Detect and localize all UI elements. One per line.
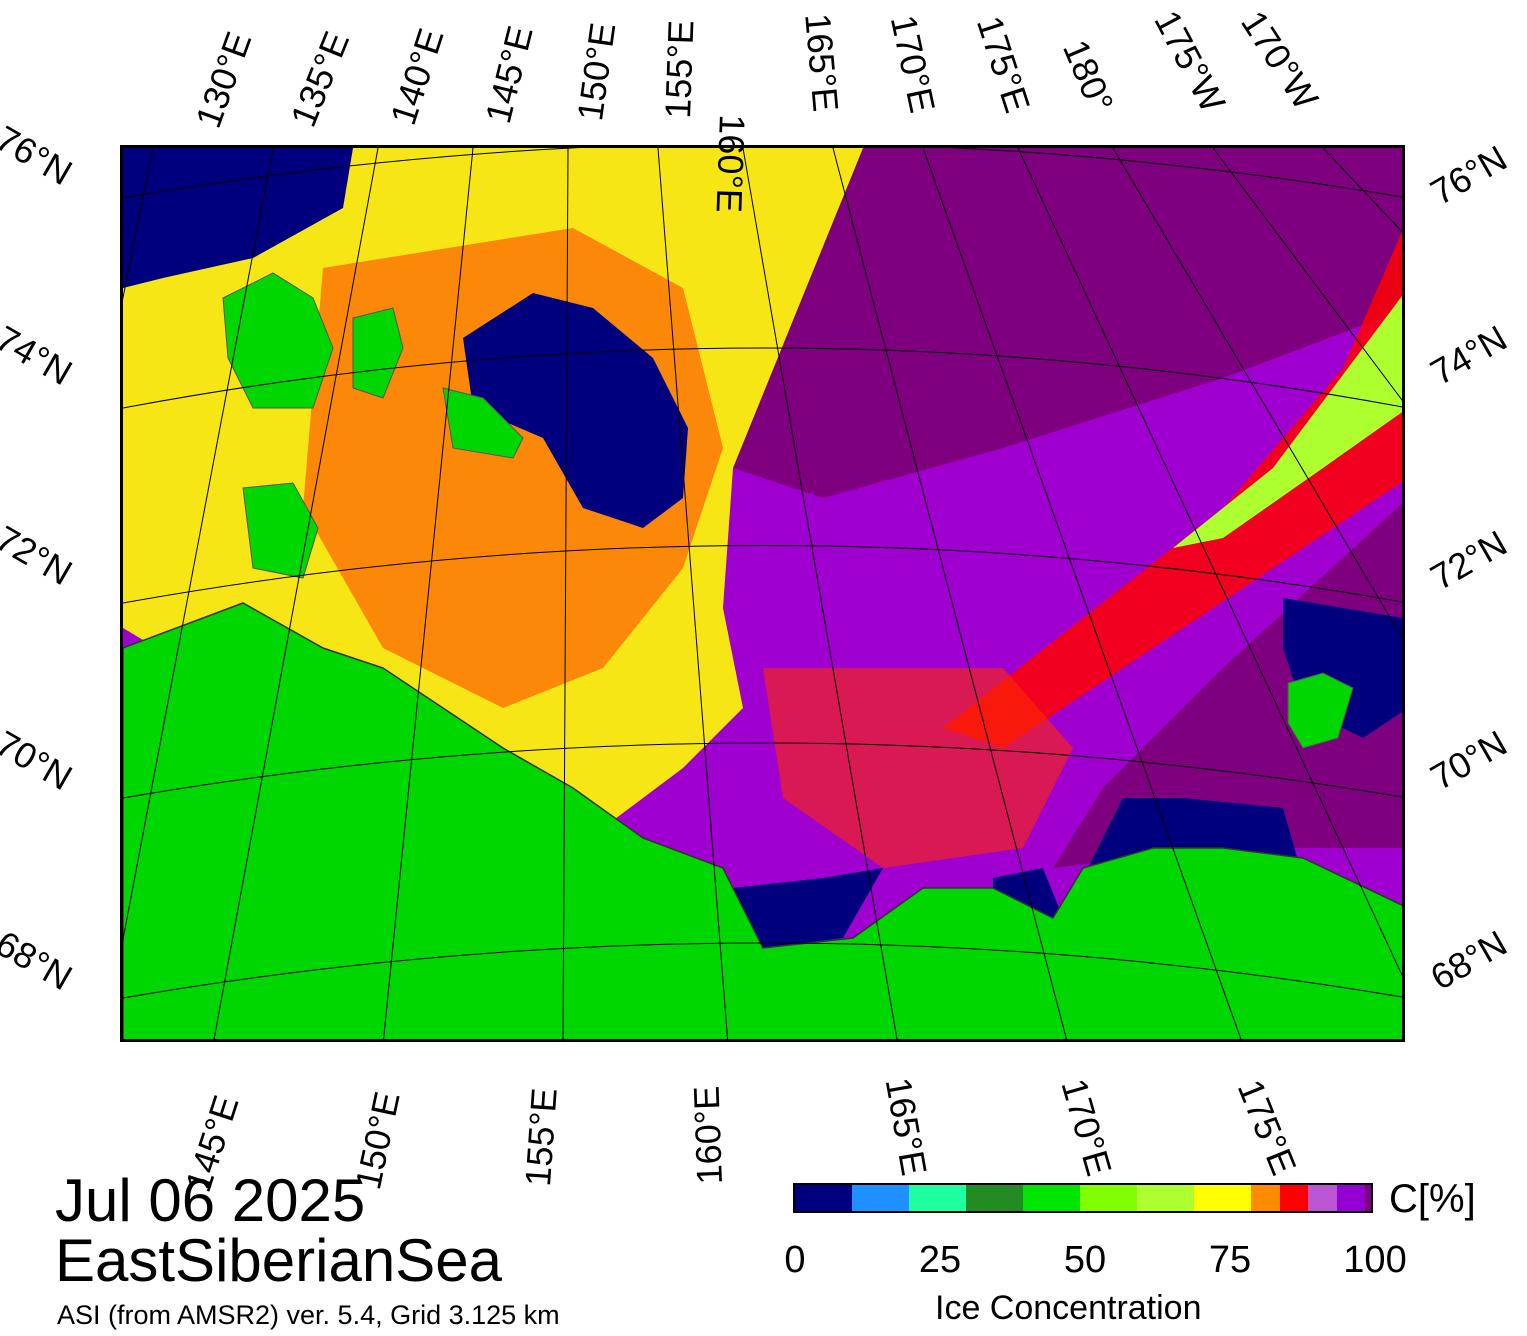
ice-edge-band (1173, 296, 1402, 548)
colorbar-tick-label: 100 (1343, 1239, 1407, 1281)
colorbar-segment (1365, 1185, 1371, 1211)
mainland (123, 602, 1402, 1039)
island (222, 272, 334, 409)
right-latitude-label: 72°N (1423, 522, 1514, 598)
top-longitude-label: 140°E (382, 23, 452, 130)
left-latitude-label: 72°N (0, 517, 80, 594)
colorbar (793, 1183, 1373, 1213)
map-canvas (123, 148, 1402, 1039)
bottom-longitude-label: 170°E (1053, 1074, 1121, 1181)
bottom-longitude-label: 155°E (517, 1086, 565, 1188)
colorbar-segment (1251, 1185, 1280, 1211)
top-longitude-label: 155°E (657, 19, 702, 120)
colorbar-tick-label: 0 (784, 1239, 806, 1281)
colorbar-segment (1137, 1185, 1195, 1211)
data-source: ASI (from AMSR2) ver. 5.4, Grid 3.125 km (57, 1300, 560, 1330)
top-longitude-label: 160°E (708, 113, 753, 214)
right-latitude-label: 76°N (1423, 137, 1514, 213)
right-latitude-label: 74°N (1423, 317, 1514, 393)
colorbar-segment (909, 1185, 967, 1211)
colorbar-title: Ice Concentration (935, 1289, 1202, 1327)
left-latitude-label: 74°N (0, 317, 80, 394)
graticule (123, 148, 1402, 1039)
bottom-longitude-label: 175°E (1229, 1073, 1305, 1181)
top-longitude-label: 180° (1055, 33, 1122, 119)
left-latitude-label: 76°N (0, 117, 80, 194)
colorbar-unit: C[%] (1389, 1177, 1476, 1221)
left-latitude-label: 68°N (0, 922, 80, 999)
high-ice-region (1053, 503, 1402, 868)
bottom-longitude-label: 160°E (685, 1085, 730, 1186)
colorbar-tick-label: 25 (918, 1239, 962, 1281)
island (242, 482, 319, 579)
colorbar-tick-label: 75 (1208, 1239, 1252, 1281)
region-name: EastSiberianSea (55, 1227, 502, 1294)
colorbar-segment (852, 1185, 910, 1211)
map-date: Jul 06 2025 (55, 1167, 366, 1234)
colorbar-segment (1023, 1185, 1081, 1211)
top-longitude-label: 130°E (187, 26, 260, 133)
top-longitude-label: 150°E (569, 20, 624, 124)
top-longitude-label: 135°E (282, 25, 358, 133)
island (1287, 672, 1354, 749)
marginal-ice-zone (763, 668, 1073, 868)
open-water-area (123, 148, 353, 288)
colorbar-segment (1279, 1185, 1309, 1211)
top-longitude-label: 175°E (968, 11, 1039, 118)
colorbar-segment (1336, 1185, 1366, 1211)
island (442, 387, 524, 459)
top-longitude-label: 175°W (1146, 3, 1234, 119)
bottom-longitude-label: 165°E (877, 1074, 936, 1179)
colorbar-segment (1308, 1185, 1337, 1211)
top-longitude-label: 170°W (1233, 3, 1327, 117)
top-longitude-label: 165°E (797, 11, 847, 114)
high-ice-region (733, 148, 1402, 498)
colorbar-segment (1194, 1185, 1252, 1211)
right-latitude-label: 70°N (1423, 722, 1514, 798)
colorbar-segment (966, 1185, 1024, 1211)
open-water-area (733, 868, 883, 948)
open-water-area (463, 293, 688, 528)
ice-concentration-map (120, 145, 1405, 1042)
island (352, 307, 404, 399)
top-longitude-label: 170°E (882, 11, 944, 117)
colorbar-segment (795, 1185, 853, 1211)
colorbar-segment (1080, 1185, 1138, 1211)
top-longitude-label: 145°E (477, 21, 541, 128)
left-latitude-label: 70°N (0, 722, 80, 799)
colorbar-tick-label: 50 (1063, 1239, 1107, 1281)
right-latitude-label: 68°N (1423, 922, 1514, 998)
